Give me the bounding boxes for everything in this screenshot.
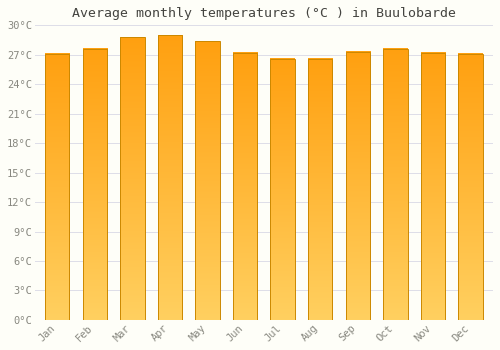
Bar	[45, 54, 70, 320]
Bar	[82, 49, 107, 320]
Bar	[233, 53, 258, 320]
Bar	[120, 37, 144, 320]
Bar	[346, 52, 370, 320]
Bar	[196, 41, 220, 320]
Bar	[458, 54, 482, 320]
Bar	[308, 59, 332, 320]
Bar	[158, 35, 182, 320]
Bar	[383, 49, 407, 320]
Title: Average monthly temperatures (°C ) in Buulobarde: Average monthly temperatures (°C ) in Bu…	[72, 7, 456, 20]
Bar	[270, 59, 295, 320]
Bar	[420, 53, 445, 320]
